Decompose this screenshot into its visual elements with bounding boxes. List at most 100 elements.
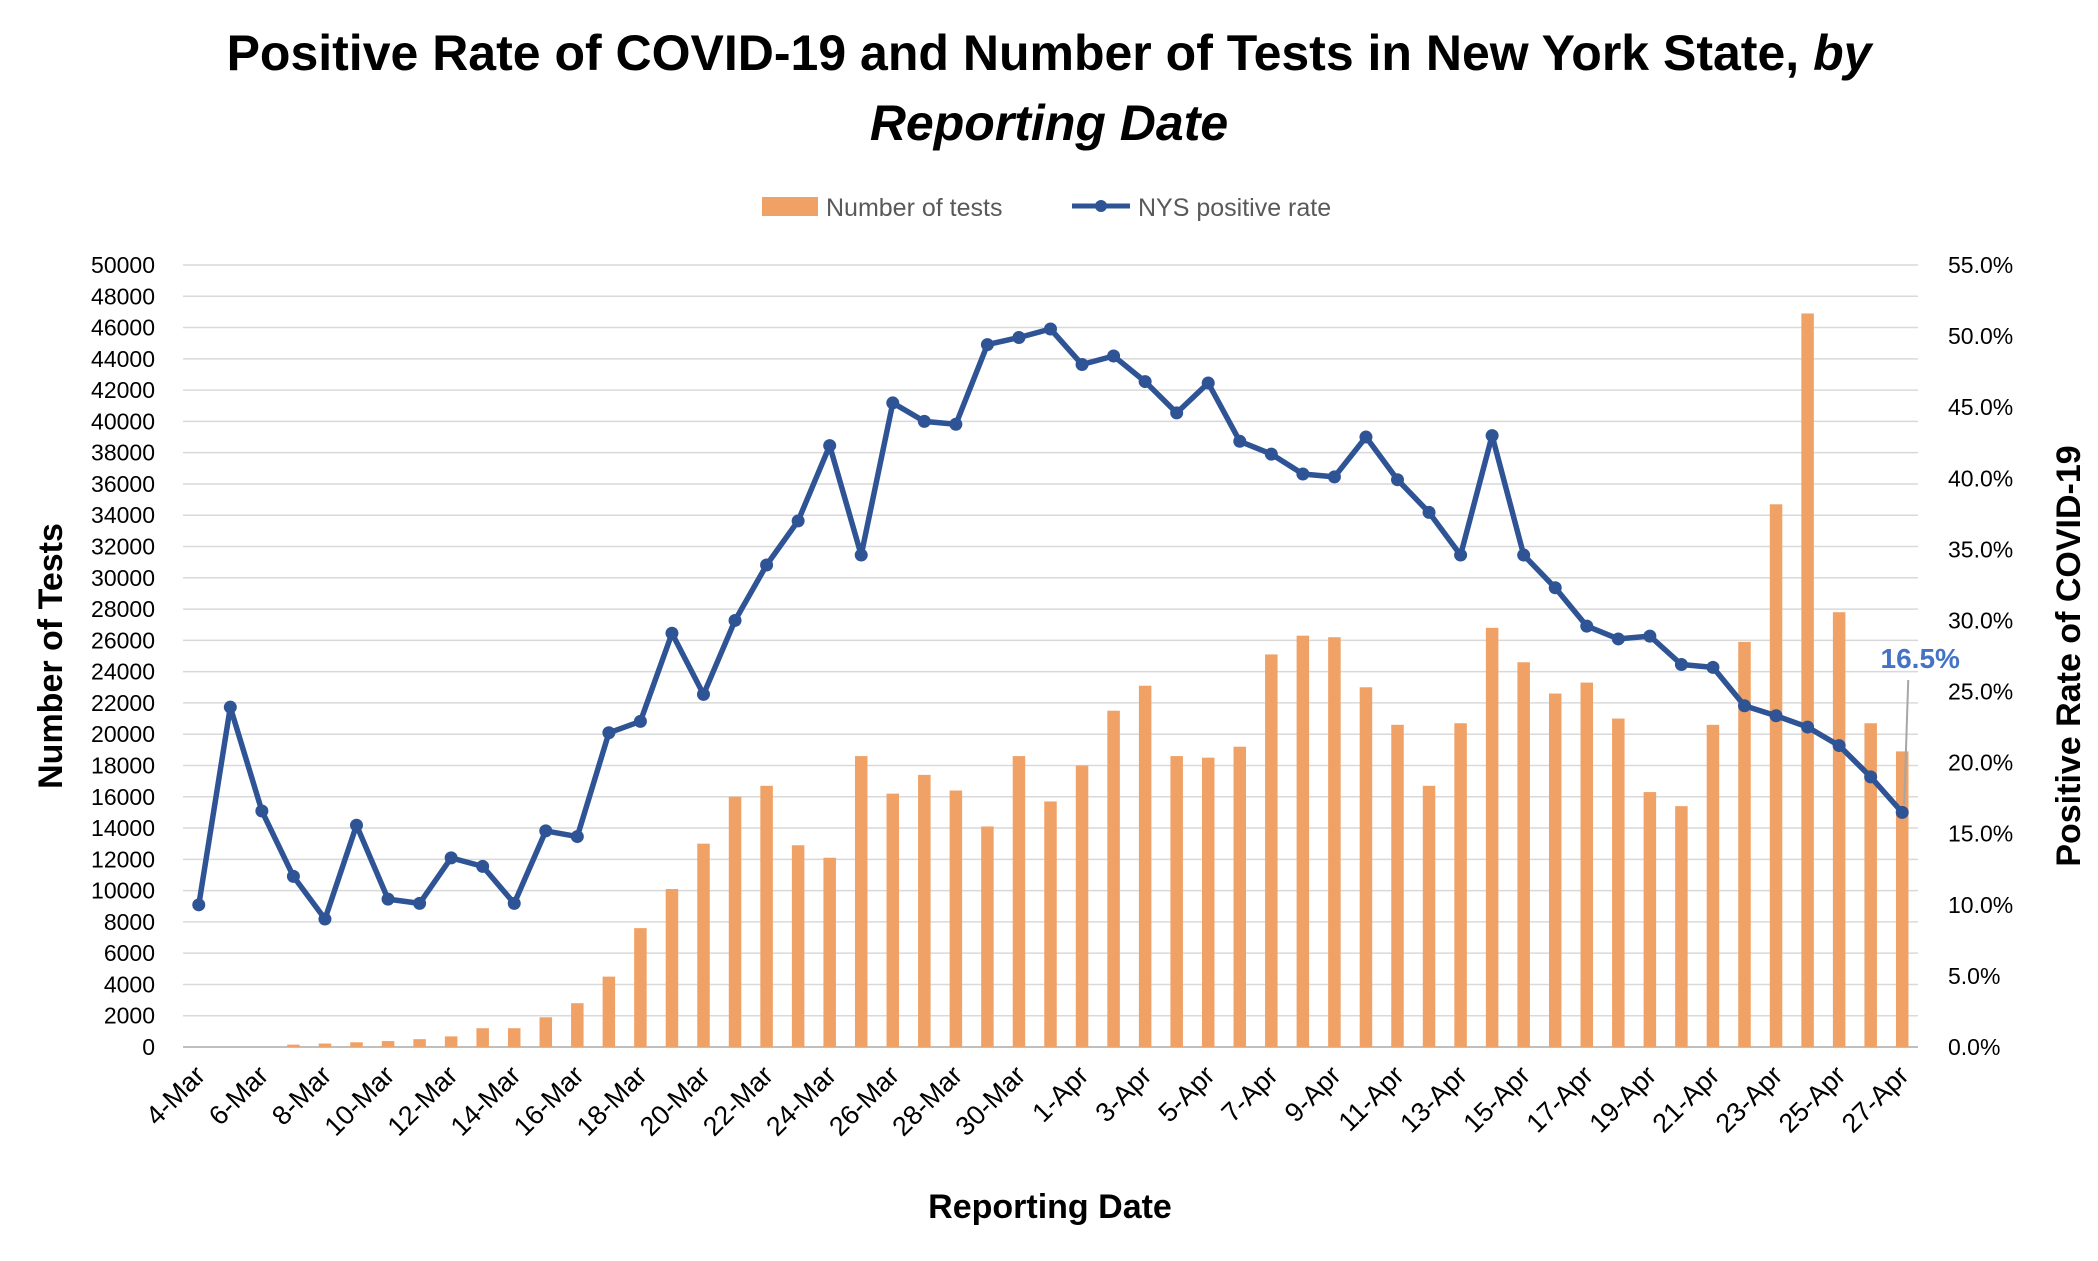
legend-line-marker — [1095, 200, 1107, 212]
left-tick-label: 28000 — [91, 596, 155, 622]
x-tick-label: 30-Mar — [950, 1060, 1032, 1142]
bar-18-Apr — [1612, 718, 1625, 1047]
title-main: Positive Rate of COVID-19 and Number of … — [226, 25, 1800, 81]
rate-point-14-Mar — [507, 896, 521, 910]
x-axis-title: Reporting Date — [928, 1188, 1172, 1226]
rate-point-7-Mar — [286, 869, 300, 883]
rate-point-21-Mar — [728, 613, 742, 627]
bar-13-Apr — [1454, 723, 1467, 1047]
x-tick-label: 3-Apr — [1089, 1060, 1157, 1128]
right-axis-ticks: 0.0% 5.0% 10.0% 15.0% 20.0% 25.0% 30.0% 35.0% 40… — [1948, 252, 2013, 1060]
left-tick-label: 42000 — [91, 377, 155, 403]
bar-15-Mar — [539, 1017, 553, 1047]
bar-6-Apr — [1233, 746, 1247, 1047]
bar-7-Apr — [1265, 654, 1278, 1047]
bar-14-Mar — [507, 1028, 521, 1047]
bar-16-Mar — [571, 1003, 584, 1047]
rate-point-20-Apr — [1674, 658, 1688, 672]
rate-point-18-Apr — [1611, 632, 1625, 646]
bar-11-Mar — [413, 1039, 426, 1047]
rate-point-11-Apr — [1391, 473, 1404, 487]
x-tick-label: 12-Mar — [382, 1060, 464, 1142]
left-tick-label: 44000 — [91, 346, 155, 372]
rate-point-8-Apr — [1296, 467, 1310, 481]
x-tick-label: 27-Apr — [1836, 1060, 1915, 1139]
bar-24-Apr — [1801, 313, 1814, 1047]
rate-point-17-Mar — [602, 726, 616, 740]
x-tick-label: 14-Mar — [445, 1060, 527, 1142]
rate-point-17-Apr — [1580, 619, 1594, 633]
bar-28-Mar — [949, 790, 963, 1047]
bar-14-Apr — [1485, 627, 1499, 1047]
rate-point-27-Apr — [1895, 805, 1909, 819]
bar-5-Apr — [1201, 757, 1215, 1047]
left-tick-label: 50000 — [91, 252, 155, 278]
rate-point-23-Apr — [1769, 709, 1783, 723]
x-tick-label: 24-Mar — [760, 1060, 842, 1142]
bar-12-Mar — [444, 1036, 458, 1047]
rate-point-24-Mar — [823, 439, 837, 453]
left-tick-label: 18000 — [91, 752, 155, 778]
bar-22-Mar — [760, 785, 773, 1047]
bar-8-Mar — [318, 1043, 332, 1047]
x-tick-label: 6-Mar — [203, 1060, 274, 1131]
right-tick-label: 35.0% — [1948, 536, 2013, 562]
rate-point-16-Mar — [570, 830, 584, 844]
left-tick-label: 40000 — [91, 408, 155, 434]
bar-10-Mar — [381, 1041, 395, 1047]
rate-point-16-Apr — [1548, 581, 1562, 595]
bar-24-Mar — [823, 857, 836, 1047]
left-tick-label: 32000 — [91, 534, 155, 560]
left-tick-label: 4000 — [104, 971, 155, 997]
rate-point-13-Mar — [476, 859, 490, 873]
right-tick-label: 25.0% — [1948, 679, 2013, 705]
bar-2-Apr — [1107, 710, 1120, 1047]
bar-31-Mar — [1044, 801, 1057, 1047]
bar-19-Mar — [665, 889, 679, 1047]
bar-9-Mar — [350, 1042, 363, 1047]
x-tick-label: 15-Apr — [1457, 1060, 1536, 1139]
x-tick-label: 25-Apr — [1773, 1060, 1852, 1139]
rate-point-28-Mar — [949, 417, 963, 431]
bar-18-Mar — [634, 928, 647, 1047]
rate-point-11-Mar — [413, 896, 427, 910]
left-tick-label: 22000 — [91, 690, 155, 716]
left-tick-label: 10000 — [91, 878, 155, 904]
bar-1-Apr — [1075, 765, 1089, 1047]
rate-point-9-Apr — [1327, 470, 1341, 484]
bar-8-Apr — [1296, 635, 1310, 1047]
rate-point-7-Apr — [1264, 447, 1278, 461]
right-tick-label: 10.0% — [1948, 892, 2013, 918]
rate-point-22-Apr — [1738, 699, 1751, 713]
bar-21-Mar — [728, 796, 742, 1047]
rate-point-25-Mar — [854, 548, 868, 562]
x-tick-label: 26-Mar — [823, 1060, 905, 1142]
left-tick-label: 20000 — [91, 721, 155, 747]
x-tick-label: 19-Apr — [1584, 1060, 1663, 1139]
rate-point-22-Mar — [760, 558, 774, 572]
annotation-leader-line — [1903, 679, 1910, 805]
rate-point-12-Mar — [444, 851, 458, 865]
left-axis-ticks: 0 2000 4000 6000 8000 10000 12000 14000 16000 180… — [91, 252, 155, 1060]
bar-26-Apr — [1864, 723, 1877, 1047]
bar-17-Mar — [602, 976, 616, 1047]
rate-point-29-Mar — [980, 338, 994, 352]
rate-point-23-Mar — [791, 514, 805, 528]
rate-point-18-Mar — [633, 714, 647, 728]
left-tick-label: 38000 — [91, 440, 155, 466]
left-tick-label: 6000 — [104, 940, 155, 966]
y-axis-title-left: Number of Tests — [32, 523, 70, 789]
bar-25-Apr — [1832, 612, 1846, 1047]
rate-point-26-Mar — [886, 396, 900, 410]
rate-point-9-Mar — [350, 818, 363, 832]
rate-point-1-Apr — [1075, 358, 1089, 372]
left-tick-label: 0 — [142, 1034, 155, 1060]
bar-27-Mar — [918, 774, 931, 1047]
left-tick-label: 12000 — [91, 846, 155, 872]
rate-point-31-Mar — [1044, 322, 1057, 336]
right-tick-label: 55.0% — [1948, 252, 2013, 278]
right-tick-label: 5.0% — [1948, 963, 2000, 989]
legend: Number of tests NYS positive rate — [762, 194, 1331, 222]
bar-9-Apr — [1328, 637, 1341, 1047]
